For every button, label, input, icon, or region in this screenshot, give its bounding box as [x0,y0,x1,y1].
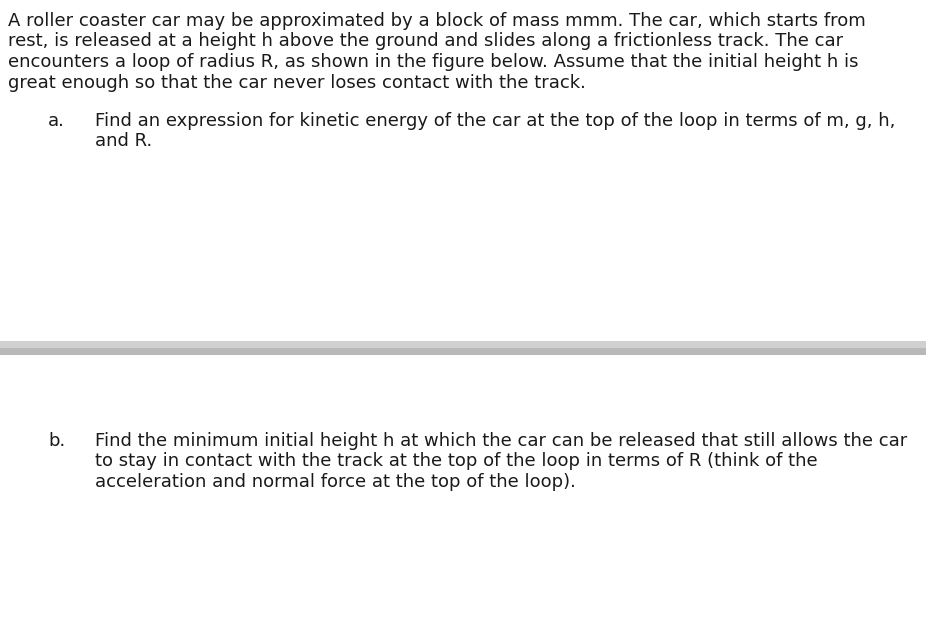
Text: Find the minimum initial height h at which the car can be released that still al: Find the minimum initial height h at whi… [95,432,907,450]
Text: to stay in contact with the track at the top of the loop in terms of R (think of: to stay in contact with the track at the… [95,453,818,471]
Text: great enough so that the car never loses contact with the track.: great enough so that the car never loses… [8,74,586,91]
Text: Find an expression for kinetic energy of the car at the top of the loop in terms: Find an expression for kinetic energy of… [95,112,895,130]
Text: and R.: and R. [95,133,152,150]
Text: a.: a. [48,112,65,130]
Text: encounters a loop of radius R, as shown in the figure below. Assume that the ini: encounters a loop of radius R, as shown … [8,53,858,71]
Text: acceleration and normal force at the top of the loop).: acceleration and normal force at the top… [95,473,576,491]
Text: A roller coaster car may be approximated by a block of mass mmm. The car, which : A roller coaster car may be approximated… [8,12,866,30]
Text: b.: b. [48,432,65,450]
Bar [0,341,926,348]
Text: rest, is released at a height h above the ground and slides along a frictionless: rest, is released at a height h above th… [8,32,844,51]
Bar [0,348,926,355]
